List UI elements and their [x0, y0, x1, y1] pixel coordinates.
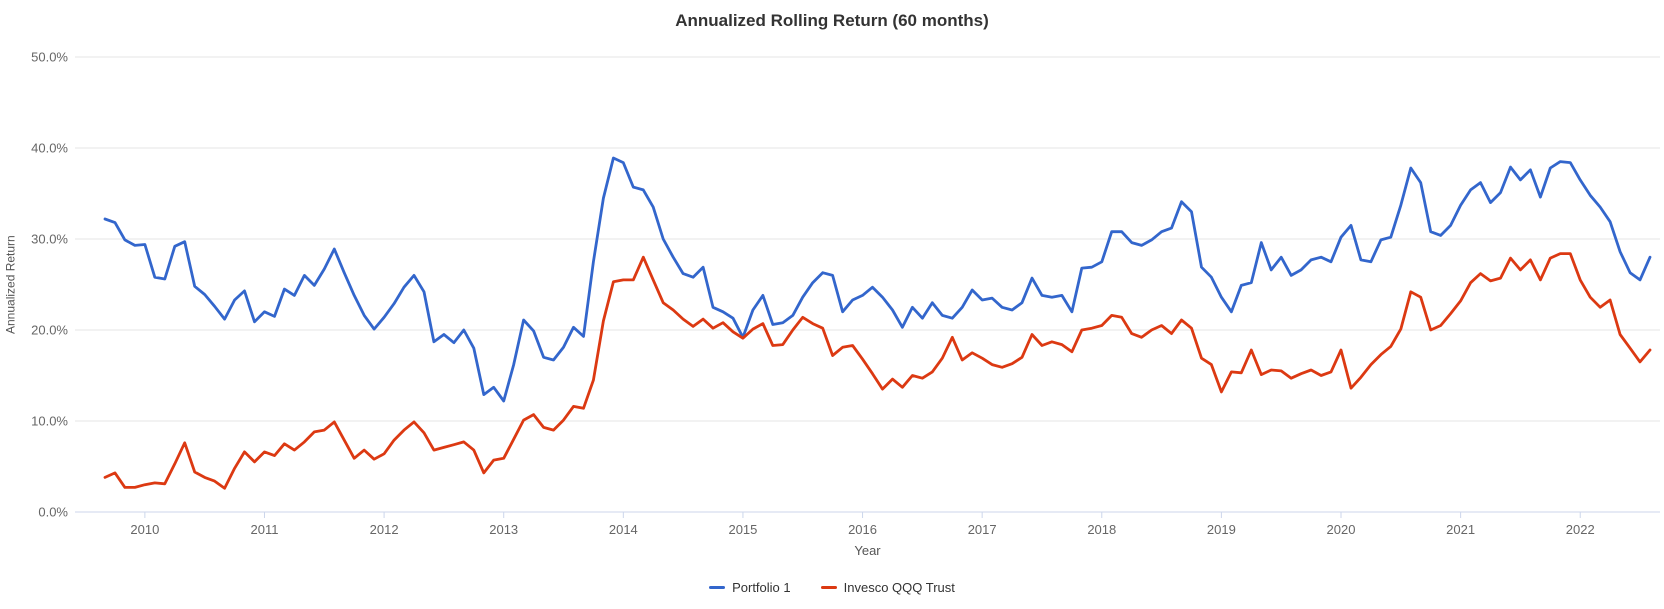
legend: Portfolio 1 Invesco QQQ Trust — [0, 580, 1664, 595]
x-tick-label: 2020 — [1327, 522, 1356, 537]
x-tick-label: 2013 — [489, 522, 518, 537]
x-tick-label: 2010 — [130, 522, 159, 537]
series-line-1[interactable] — [103, 252, 1652, 490]
y-tick-label: 0.0% — [38, 505, 68, 520]
x-tick-label: 2011 — [250, 522, 278, 537]
y-tick-label: 20.0% — [31, 323, 68, 338]
legend-item-portfolio-1[interactable]: Portfolio 1 — [709, 580, 791, 595]
chart-title: Annualized Rolling Return (60 months) — [675, 11, 989, 30]
x-tick-label: 2021 — [1446, 522, 1475, 537]
x-tick-label: 2018 — [1087, 522, 1116, 537]
x-tick-label: 2019 — [1207, 522, 1236, 537]
x-tick-label: 2012 — [370, 522, 399, 537]
y-tick-label: 10.0% — [31, 414, 68, 429]
legend-label: Portfolio 1 — [732, 580, 791, 595]
series-line-0[interactable] — [103, 156, 1652, 403]
y-tick-label: 40.0% — [31, 141, 68, 156]
legend-label: Invesco QQQ Trust — [843, 580, 955, 595]
x-tick-label: 2015 — [728, 522, 757, 537]
x-tick-label: 2017 — [968, 522, 997, 537]
x-tick-label: 2016 — [848, 522, 877, 537]
y-tick-label: 30.0% — [31, 232, 68, 247]
legend-item-invesco-qqq-trust[interactable]: Invesco QQQ Trust — [820, 580, 955, 595]
x-tick-label: 2022 — [1566, 522, 1595, 537]
x-axis-title: Year — [854, 543, 881, 558]
series-line-swatch — [709, 586, 726, 589]
x-tick-label: 2014 — [609, 522, 638, 537]
series-line-swatch — [820, 586, 837, 589]
y-tick-label: 50.0% — [31, 50, 68, 65]
